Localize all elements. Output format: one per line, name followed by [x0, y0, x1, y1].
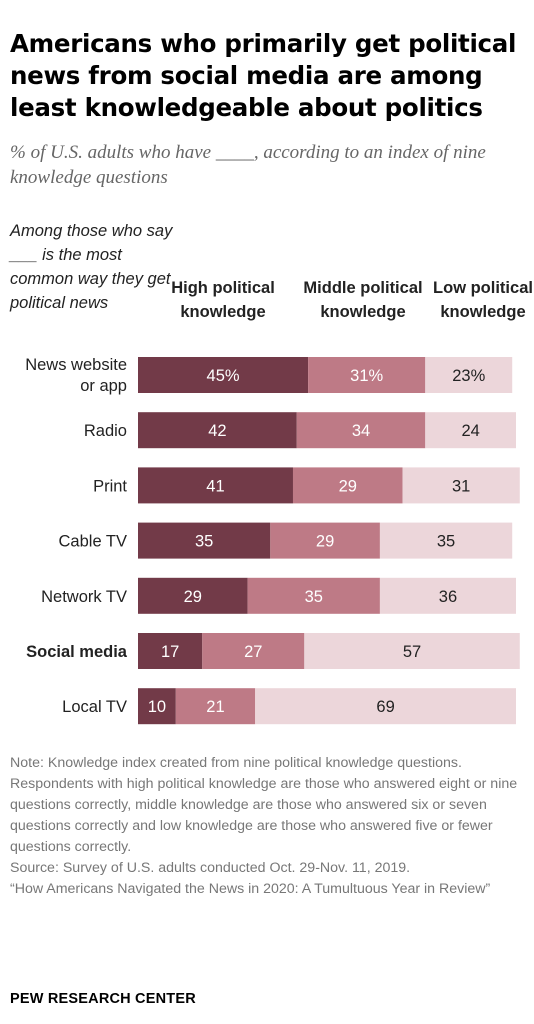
- data-label: 57: [403, 643, 421, 661]
- data-label: 29: [339, 477, 357, 495]
- data-label: 35: [437, 533, 455, 551]
- bar-segment: [292, 467, 403, 504]
- data-label: 17: [161, 643, 179, 661]
- bar-segment: [402, 467, 520, 504]
- bar-segment: [296, 412, 426, 449]
- bar-segment: [379, 522, 513, 559]
- bar-segment: [138, 467, 293, 504]
- category-label: Local TV: [62, 698, 127, 716]
- category-label: Cable TV: [59, 533, 127, 551]
- bar-segment: [138, 357, 309, 393]
- stacked-bar-chart: News website or app 45% 31% 23% Radio 42 34 24 Pr…: [25, 356, 520, 725]
- data-label: 29: [184, 588, 202, 606]
- category-label: Social media: [26, 643, 128, 661]
- pew-logo: PEW RESEARCH CENTER: [10, 991, 196, 1007]
- data-label: 41: [206, 477, 224, 495]
- chart-title: Americans who primarily get political ne…: [10, 29, 517, 122]
- category-label: News website or app: [25, 356, 127, 395]
- data-label: 45%: [207, 367, 240, 385]
- bar-segment: [270, 522, 380, 559]
- bar-segment: [138, 688, 176, 725]
- column-header-low: Low political knowledge: [433, 279, 533, 321]
- bar-segment: [138, 412, 297, 449]
- bar-segment: [425, 412, 516, 449]
- data-label: 24: [461, 422, 479, 440]
- data-label: 35: [305, 588, 323, 606]
- note-text: Note: Knowledge index created from nine …: [10, 755, 518, 855]
- category-label: Network TV: [41, 588, 127, 606]
- data-label: 34: [352, 422, 370, 440]
- bar-segment: [138, 577, 248, 614]
- column-header-high: High political knowledge: [171, 279, 275, 321]
- bar-segment: [138, 633, 203, 669]
- bar-segment: [138, 522, 271, 559]
- column-header-middle: Middle political knowledge: [303, 279, 423, 321]
- bar-segment: [304, 633, 520, 669]
- data-label: 31: [452, 477, 470, 495]
- data-label: 69: [376, 698, 394, 716]
- data-label: 23%: [452, 367, 485, 385]
- data-label: 31%: [350, 367, 383, 385]
- data-label: 21: [206, 698, 224, 716]
- chart-subtitle: % of U.S. adults who have ____, accordin…: [10, 142, 486, 188]
- category-label: Radio: [84, 422, 127, 440]
- source-text: Source: Survey of U.S. adults conducted …: [10, 860, 411, 876]
- bar-segment: [255, 688, 516, 725]
- category-label: Print: [93, 477, 127, 495]
- bar-segment: [425, 357, 513, 393]
- data-label: 36: [439, 588, 457, 606]
- data-label: 35: [195, 533, 213, 551]
- bar-segment: [247, 577, 380, 614]
- data-label: 10: [148, 698, 166, 716]
- bar-segment: [175, 688, 256, 725]
- bar-segment: [379, 577, 516, 614]
- chart-note: Note: Knowledge index created from nine …: [10, 753, 530, 900]
- data-label: 27: [244, 643, 262, 661]
- bar-segment: [202, 633, 305, 669]
- row-header: Among those who say ___ is the most comm…: [10, 222, 173, 312]
- bar-segment: [308, 357, 426, 393]
- data-label: 42: [208, 422, 226, 440]
- data-label: 29: [316, 533, 334, 551]
- report-title: “How Americans Navigated the News in 202…: [10, 881, 491, 897]
